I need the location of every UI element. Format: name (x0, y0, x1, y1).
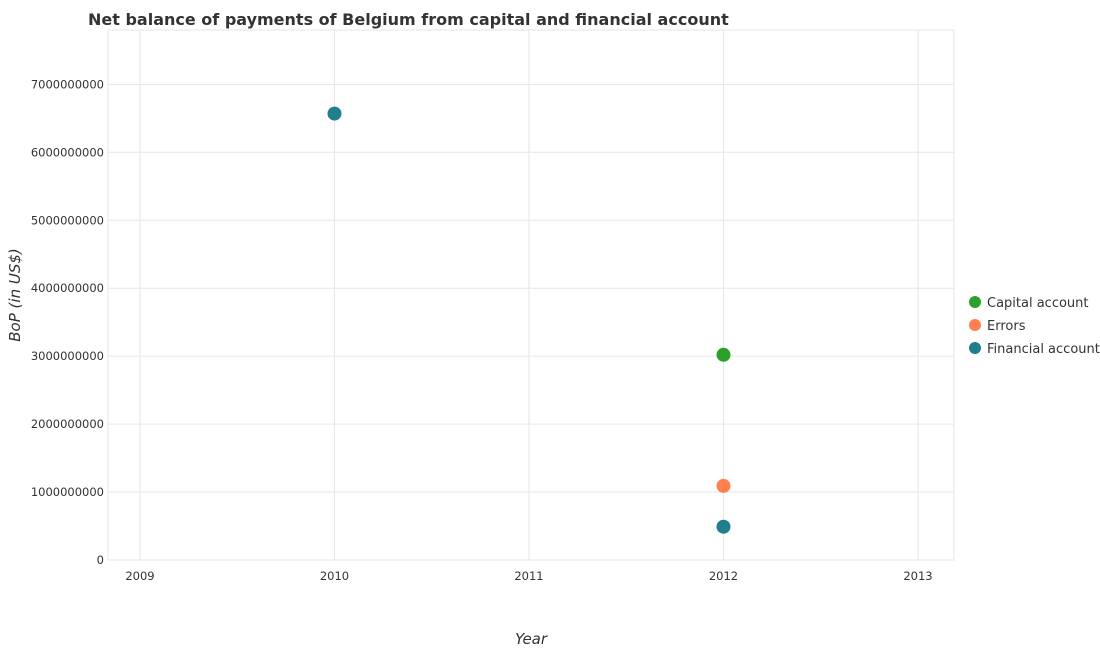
y-axis-label: BoP (in US$) (6, 248, 24, 341)
data-point (716, 519, 731, 534)
data-point (716, 478, 731, 493)
legend: Capital account Errors Financial account (969, 296, 1100, 357)
y-tick-label: 4000000000 (31, 281, 104, 295)
x-axis-label: Year (515, 630, 548, 648)
x-gridlines (139, 30, 919, 560)
data-point (327, 106, 342, 121)
legend-label: Capital account (987, 296, 1089, 311)
x-axis-ticks: 2009 2010 2011 2012 2013 (125, 569, 932, 583)
y-tick-label: 5000000000 (31, 213, 104, 227)
y-tick-label: 2000000000 (31, 417, 104, 431)
x-tick-label: 2009 (125, 569, 154, 583)
x-tick-label: 2010 (320, 569, 349, 583)
legend-marker (969, 296, 981, 308)
y-tick-label: 6000000000 (31, 145, 104, 159)
x-tick-label: 2011 (514, 569, 543, 583)
x-tick-label: 2013 (903, 569, 932, 583)
y-tick-label: 0 (97, 553, 104, 567)
legend-marker (969, 319, 981, 331)
x-tick-label: 2012 (709, 569, 738, 583)
data-point (716, 347, 731, 362)
plot-background (107, 29, 955, 561)
legend-label: Financial account (987, 342, 1100, 357)
y-gridlines (108, 83, 954, 561)
data-points (327, 106, 731, 534)
y-tick-label: 7000000000 (31, 77, 104, 91)
plot-area (107, 29, 955, 561)
legend-marker (969, 342, 981, 354)
y-axis-ticks: 0 1000000000 2000000000 3000000000 400000000… (31, 77, 104, 567)
legend-label: Errors (987, 319, 1026, 334)
chart-title: Net balance of payments of Belgium from … (88, 10, 729, 29)
y-tick-label: 3000000000 (31, 349, 104, 363)
y-tick-label: 1000000000 (31, 485, 104, 499)
